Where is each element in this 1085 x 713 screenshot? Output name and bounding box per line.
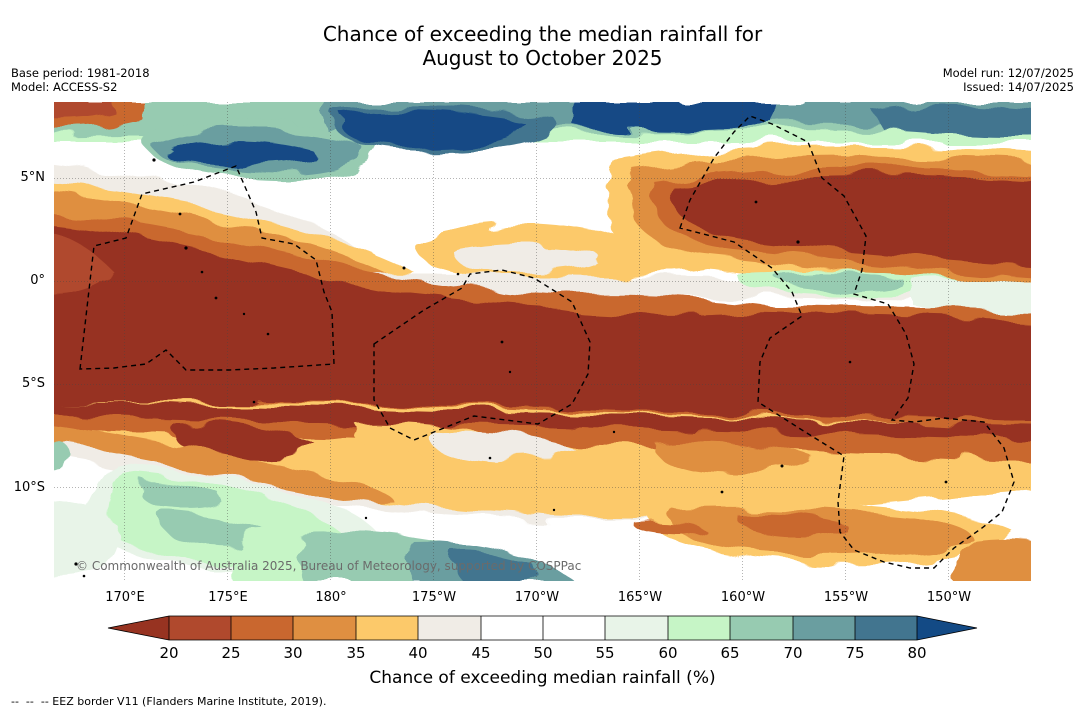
- colorbar-segment: [231, 616, 293, 640]
- lon-label-180: 180°: [315, 590, 347, 605]
- colorbar-segment: [169, 616, 231, 640]
- colorbar-segment: [543, 616, 605, 640]
- colorbar-tick: 45: [471, 644, 491, 662]
- lat-label-5n: 5°N: [20, 170, 46, 185]
- meta-right: Model run: 12/07/2025 Issued: 14/07/2025: [943, 66, 1074, 94]
- colorbar-tick: 20: [159, 644, 179, 662]
- colorbar-label: Chance of exceeding median rainfall (%): [369, 668, 716, 688]
- graticule: [54, 102, 1031, 581]
- colorbar-tick: 30: [283, 644, 303, 662]
- lon-label-160w: 160°W: [720, 590, 766, 605]
- colorbar-tick: 70: [783, 644, 803, 662]
- colorbar-segment: [356, 616, 418, 640]
- lat-label-10s: 10°S: [13, 480, 45, 495]
- eez-borders: [79, 115, 1015, 569]
- lon-label-165w: 165°W: [617, 590, 663, 605]
- lon-label-175w: 175°W: [411, 590, 457, 605]
- colorbar: [107, 615, 978, 641]
- colorbar-tick: 50: [533, 644, 553, 662]
- colorbar-tick: 65: [720, 644, 740, 662]
- title-line-2: August to October 2025: [422, 46, 663, 70]
- colorbar-tick: 60: [658, 644, 678, 662]
- base-period: Base period: 1981-2018: [11, 66, 150, 80]
- rainfall-map: [54, 102, 1031, 581]
- colorbar-segment: [481, 616, 543, 640]
- eez-legend-note: -- -- -- EEZ border V11 (Flanders Marine…: [11, 695, 327, 708]
- copyright-notice: © Commonwealth of Australia 2025, Bureau…: [76, 559, 582, 573]
- colorbar-extend-high: [917, 616, 977, 640]
- lat-label-equator: 0°: [30, 273, 45, 288]
- colorbar-tick: 75: [845, 644, 865, 662]
- lon-label-170w: 170°W: [514, 590, 560, 605]
- issued-date: Issued: 14/07/2025: [963, 80, 1074, 94]
- colorbar-tick: 35: [346, 644, 366, 662]
- lat-label-5s: 5°S: [21, 376, 45, 391]
- colorbar-tick: 40: [408, 644, 428, 662]
- colorbar-tick: 80: [907, 644, 927, 662]
- colorbar-segment: [668, 616, 730, 640]
- colorbar-segment: [730, 616, 793, 640]
- model-name: Model: ACCESS-S2: [11, 80, 118, 94]
- rainfall-field: [54, 102, 1031, 581]
- lon-label-150w: 150°W: [926, 590, 972, 605]
- model-run: Model run: 12/07/2025: [942, 66, 1074, 80]
- lon-label-155w: 155°W: [823, 590, 869, 605]
- colorbar-extend-low: [108, 616, 169, 640]
- lon-label-170e: 170°E: [105, 590, 145, 605]
- colorbar-outline: [107, 615, 978, 641]
- colorbar-segment: [605, 616, 668, 640]
- meta-left: Base period: 1981-2018 Model: ACCESS-S2: [11, 66, 150, 94]
- probability-shading: [54, 102, 1031, 581]
- colorbar-tick: 25: [221, 644, 241, 662]
- colorbar-segment: [855, 616, 917, 640]
- islands: [74, 158, 948, 578]
- colorbar-segment: [793, 616, 855, 640]
- colorbar-tick: 55: [595, 644, 615, 662]
- map-title: Chance of exceeding the median rainfall …: [0, 22, 1085, 70]
- lon-label-175e: 175°E: [208, 590, 248, 605]
- title-line-1: Chance of exceeding the median rainfall …: [322, 22, 763, 46]
- colorbar-segment: [418, 616, 481, 640]
- colorbar-segment: [293, 616, 356, 640]
